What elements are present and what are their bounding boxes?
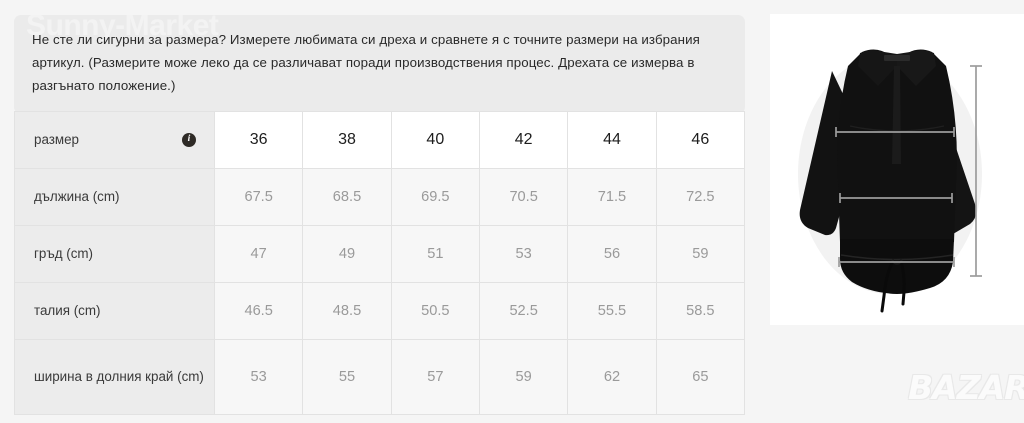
cell-waist-46: 58.5 <box>655 282 746 340</box>
cell-length-44: 71.5 <box>567 168 657 226</box>
table-header-row: размер i 36 38 40 42 44 46 <box>14 111 746 169</box>
size-header-46: 46 <box>655 111 746 169</box>
bazar-watermark: BAZAR <box>908 368 1024 407</box>
cell-chest-42: 53 <box>478 225 569 283</box>
cell-bottom-36: 53 <box>213 339 304 415</box>
cell-bottom-42: 59 <box>478 339 569 415</box>
size-chart-head: размер i 36 38 40 42 44 46 <box>14 111 746 169</box>
size-header-38: 38 <box>302 111 392 169</box>
measure-line-group <box>835 65 982 277</box>
cell-waist-38: 48.5 <box>302 282 392 340</box>
size-header-label: размер <box>34 132 79 148</box>
cell-chest-46: 59 <box>655 225 746 283</box>
cell-waist-40: 50.5 <box>390 282 480 340</box>
size-header-40: 40 <box>390 111 480 169</box>
size-guide-info-banner: Sunny-Market Не сте ли сигурни за размер… <box>14 15 745 114</box>
size-column-header: размер i <box>14 111 215 169</box>
cell-waist-42: 52.5 <box>478 282 569 340</box>
size-header-36: 36 <box>213 111 304 169</box>
cell-length-40: 69.5 <box>390 168 480 226</box>
cell-bottom-46: 65 <box>655 339 746 415</box>
length-measure-line <box>970 65 982 277</box>
cell-chest-36: 47 <box>213 225 304 283</box>
row-label-waist: талия (cm) <box>14 282 215 340</box>
table-row: дължина (cm) 67.5 68.5 69.5 70.5 71.5 72… <box>14 168 746 226</box>
product-image-panel <box>770 14 1024 325</box>
cell-chest-44: 56 <box>567 225 657 283</box>
bottom-width-measure-line <box>838 257 955 267</box>
size-guide-pane: Sunny-Market Не сте ли сигурни за размер… <box>14 15 746 415</box>
size-chart-body: дължина (cm) 67.5 68.5 69.5 70.5 71.5 72… <box>14 168 746 415</box>
cell-bottom-40: 57 <box>390 339 480 415</box>
cell-length-38: 68.5 <box>302 168 392 226</box>
size-header-44: 44 <box>567 111 657 169</box>
size-chart-table: размер i 36 38 40 42 44 46 дължина (cm) … <box>14 111 746 415</box>
cell-waist-44: 55.5 <box>567 282 657 340</box>
cell-chest-38: 49 <box>302 225 392 283</box>
size-guide-description: Не сте ли сигурни за размера? Измерете л… <box>32 32 700 93</box>
info-icon[interactable]: i <box>182 133 196 147</box>
size-header-42: 42 <box>478 111 569 169</box>
row-label-chest: гръд (cm) <box>14 225 215 283</box>
row-label-length: дължина (cm) <box>14 168 215 226</box>
cell-length-36: 67.5 <box>213 168 304 226</box>
table-row: гръд (cm) 47 49 51 53 56 59 <box>14 225 746 283</box>
cell-chest-40: 51 <box>390 225 480 283</box>
table-row: талия (cm) 46.5 48.5 50.5 52.5 55.5 58.5 <box>14 282 746 340</box>
chest-measure-line <box>835 127 955 137</box>
row-label-bottom-width: ширина в долния край (cm) <box>14 339 215 415</box>
cell-bottom-38: 55 <box>302 339 392 415</box>
waist-measure-line <box>839 193 953 203</box>
black-shirt-shape <box>799 49 977 313</box>
cell-length-46: 72.5 <box>655 168 746 226</box>
garment-illustration <box>770 14 1024 325</box>
cell-waist-36: 46.5 <box>213 282 304 340</box>
cell-bottom-44: 62 <box>567 339 657 415</box>
cell-length-42: 70.5 <box>478 168 569 226</box>
table-row: ширина в долния край (cm) 53 55 57 59 62… <box>14 339 746 415</box>
